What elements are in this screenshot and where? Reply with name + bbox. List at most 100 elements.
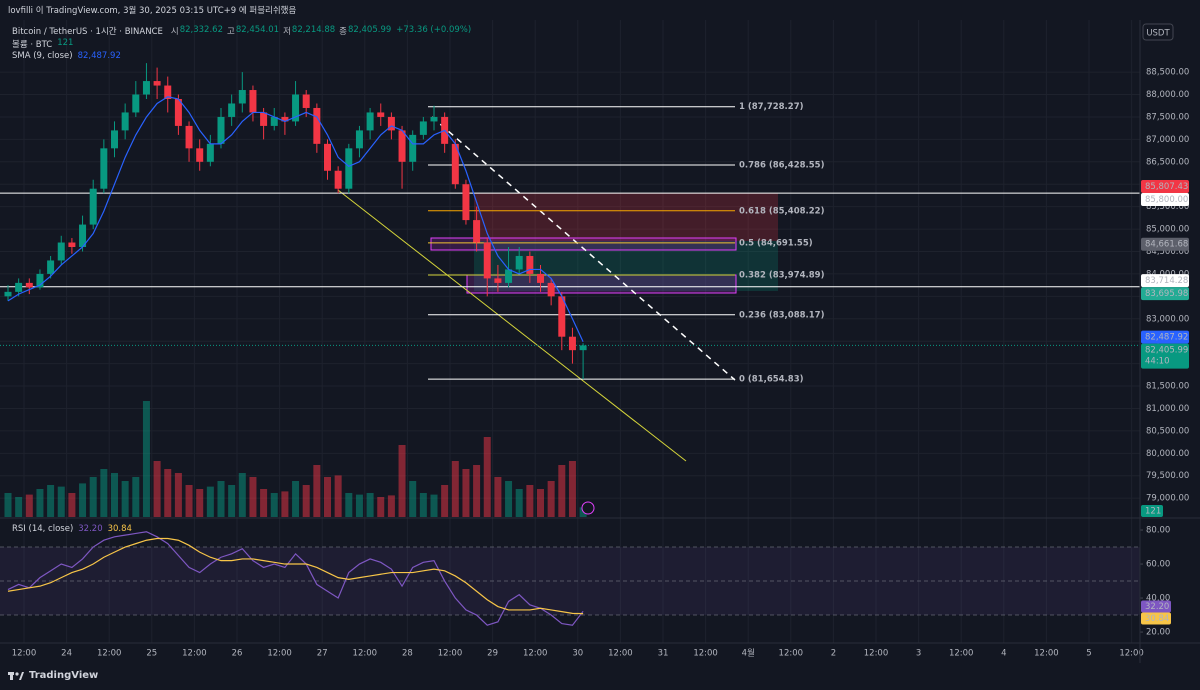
price-tag [1141,237,1189,251]
candle-body [409,134,417,162]
currency-box [1142,23,1174,41]
symbol-legend: Bitcoin / TetherUS · 1시간 · BINANCE 시 82,3… [12,25,471,37]
price-tag [1141,180,1189,194]
rsi-last: 32.20 [78,524,103,534]
candle-body [334,170,342,189]
candle-body [206,143,214,162]
sma-line [7,96,584,342]
volume-bar [547,481,555,517]
y-tick-label: 79,000.00 [1146,494,1189,504]
y-tick-label: 88,500.00 [1146,68,1189,78]
change: +73.36 (+0.09%) [396,25,472,35]
candle-body [547,282,555,297]
volume-tag [1141,505,1163,517]
logo [8,671,24,680]
candle-body [111,130,118,149]
volume-bar [260,489,268,517]
rsi-legend: RSI (14, close) 32.20 30.84 [12,524,132,534]
candle-body [505,269,513,283]
fib-label: 0.382 (83,974.89) [739,271,825,281]
volume-bar [68,493,76,517]
candle-body [537,273,544,283]
rsi-line [7,531,584,626]
candle-body [324,143,331,171]
candle-body [483,242,491,279]
volume-bar [47,485,55,517]
rsi-tag-label: 30.84 [1145,614,1169,624]
volume-bar [526,485,534,517]
candle-body [217,116,225,144]
x-tick-label: 12:00 [949,649,974,659]
candle-body [430,116,438,122]
x-tick-label: 30 [572,649,583,659]
y-tick-label: 80,500.00 [1146,426,1189,436]
candle-body [164,85,172,100]
volume-bar [79,483,87,517]
price-tag [1141,343,1189,369]
volume-bar [302,485,310,517]
volume-bar [206,486,214,517]
y-tick-label: 87,000.00 [1146,135,1189,145]
candle-body [196,148,204,162]
ohlc-key: 저 [283,27,291,37]
candle-body [345,148,353,189]
x-tick-label: 12:00 [438,649,463,659]
y-tick-label: 84,500.00 [1146,247,1189,257]
candle-body [451,143,459,185]
volume-bar [494,477,502,517]
x-tick-label: 25 [146,649,157,659]
volume-bar [515,489,523,517]
brand: TradingView [29,670,99,681]
candle-body [302,94,310,108]
alert-icon[interactable] [581,501,595,515]
candle-body [185,125,193,149]
x-tick-label: 12:00 [1034,649,1059,659]
volume-last: 121 [57,38,74,48]
y-tick-label: 80,000.00 [1146,449,1189,459]
x-tick-label: 31 [658,649,669,659]
volume-bar [345,493,353,517]
volume-bar [238,473,246,517]
volume-bar [473,465,481,517]
candle-body [377,112,385,117]
rsi-tick-label: 40.00 [1146,594,1170,604]
volume-bar [15,497,23,517]
volume-bar [281,491,289,517]
rsi-tick-label: 60.00 [1146,560,1170,570]
volume-bar [355,494,363,517]
x-tick-label: 29 [487,649,498,659]
volume-bar [505,481,513,517]
volume-bar [398,445,406,517]
candle-body [270,116,278,126]
volume-bar [451,461,459,517]
x-tick-label: 12:00 [182,649,207,659]
y-tick-label: 81,500.00 [1146,382,1189,392]
x-tick-label: 5 [1086,649,1091,659]
rsi-title: RSI (14, close) [12,524,74,534]
volume-title: 볼륨 · BTC [12,40,53,50]
candle-body [313,107,321,144]
candle-body [228,103,236,117]
grid [0,20,1140,643]
volume-bar [387,495,395,517]
volume-bar [568,461,576,517]
volume-bar [249,477,257,517]
candle-body [25,282,33,288]
candle-body [387,116,395,131]
candle-body [494,278,502,283]
candle-body [238,90,246,104]
volume-bar [228,485,236,517]
price-tag [1141,193,1189,207]
x-tick-label: 27 [317,649,328,659]
countdown: 44:10 [1145,357,1170,367]
y-tick-label: 85,500.00 [1146,202,1189,212]
ohlc: 시 82,332.62 고 82,454.01 저 82,214.88 종 82,405.99 [168,25,391,37]
volume-tag-label: 121 [1145,507,1161,517]
volume-bar [164,469,172,517]
volume-bar [153,461,161,517]
candle-body [132,94,140,113]
price-tags: 85,807.43 85,800.00 84,661.68 83,714.28 83,6… [1141,180,1189,625]
price-tag-label: 85,800.00 [1145,195,1188,205]
volume-bar [366,493,374,517]
x-tick-label: 12:00 [779,649,804,659]
